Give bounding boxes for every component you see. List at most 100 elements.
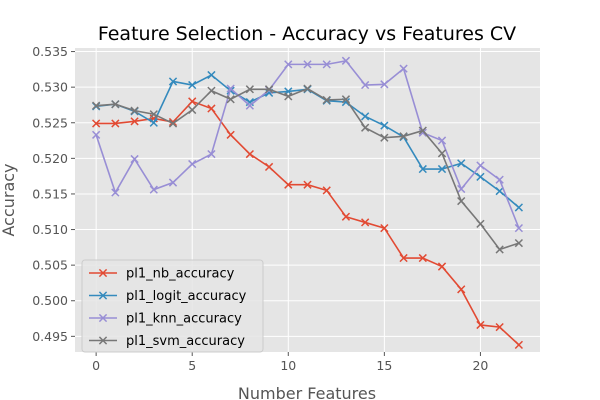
y-tick-label: 0.500 (32, 293, 68, 308)
legend-label-pl1_knn_accuracy: pl1_knn_accuracy (126, 312, 242, 327)
data-point-pl1_nb_accuracy (476, 320, 485, 330)
data-point-pl1_svm_accuracy (188, 105, 197, 115)
legend-label-pl1_svm_accuracy: pl1_svm_accuracy (126, 334, 245, 349)
data-point-pl1_svm_accuracy (284, 92, 293, 101)
data-point-pl1_svm_accuracy (495, 245, 504, 254)
x-axis-ticks: 0 5 10 15 20 (92, 352, 488, 373)
data-point-pl1_knn_accuracy (361, 80, 370, 90)
data-point-pl1_nb_accuracy (226, 130, 235, 139)
data-point-pl1_knn_accuracy (380, 80, 389, 89)
data-point-pl1_nb_accuracy (418, 253, 427, 263)
y-tick-label: 0.495 (32, 329, 68, 344)
data-point-pl1_nb_accuracy (495, 322, 504, 332)
data-point-pl1_knn_accuracy (418, 128, 427, 137)
data-point-pl1_svm_accuracy (457, 196, 466, 206)
data-point-pl1_nb_accuracy (303, 180, 312, 189)
data-point-pl1_svm_accuracy (399, 132, 408, 141)
legend-marker-pl1_nb_accuracy (98, 268, 108, 278)
data-point-pl1_knn_accuracy (207, 149, 216, 159)
y-tick-label: 0.520 (32, 151, 68, 166)
x-tick-label: 0 (92, 358, 100, 373)
data-point-pl1_knn_accuracy (322, 60, 331, 69)
data-point-pl1_svm_accuracy (341, 95, 351, 104)
data-point-pl1_nb_accuracy (245, 149, 254, 159)
legend-label-pl1_nb_accuracy: pl1_nb_accuracy (126, 267, 235, 282)
data-point-pl1_svm_accuracy (380, 133, 389, 142)
legend-marker-pl1_logit_accuracy (98, 291, 108, 300)
data-point-pl1_nb_accuracy (168, 117, 178, 127)
data-point-pl1_knn_accuracy (341, 56, 351, 65)
legend: pl1_nb_accuracy pl1_logit_accuracy pl1_knn… (81, 259, 264, 353)
x-tick-label: 15 (376, 358, 392, 373)
data-point-pl1_knn_accuracy (514, 223, 523, 233)
data-point-pl1_knn_accuracy (245, 101, 254, 110)
series-lines (92, 56, 523, 350)
data-point-pl1_logit_accuracy (476, 172, 485, 181)
data-point-pl1_logit_accuracy (168, 77, 178, 86)
data-point-pl1_svm_accuracy (245, 85, 254, 94)
data-point-pl1_nb_accuracy (111, 119, 120, 128)
data-point-pl1_svm_accuracy (207, 86, 216, 95)
data-point-pl1_knn_accuracy (437, 136, 447, 145)
x-tick-label: 5 (188, 358, 196, 373)
data-point-pl1_nb_accuracy (284, 180, 293, 189)
y-axis-ticks: 0.495 0.500 0.505 0.510 0.515 0.520 0.525 0.530… (32, 44, 75, 344)
y-tick-label: 0.535 (32, 44, 68, 59)
y-tick-label: 0.505 (32, 258, 68, 273)
data-point-pl1_knn_accuracy (111, 188, 120, 197)
x-tick-label: 20 (472, 358, 488, 373)
data-point-pl1_knn_accuracy (188, 159, 197, 169)
data-point-pl1_svm_accuracy (361, 123, 370, 132)
data-point-pl1_svm_accuracy (92, 101, 101, 110)
y-tick-label: 0.510 (32, 222, 68, 237)
y-tick-label: 0.515 (32, 186, 68, 201)
data-point-pl1_knn_accuracy (168, 178, 178, 187)
data-point-pl1_nb_accuracy (514, 340, 523, 350)
y-tick-label: 0.530 (32, 80, 68, 95)
data-point-pl1_nb_accuracy (264, 162, 274, 172)
data-point-pl1_nb_accuracy (341, 212, 351, 221)
data-point-pl1_svm_accuracy (322, 95, 331, 105)
data-point-pl1_svm_accuracy (168, 119, 178, 128)
data-point-pl1_knn_accuracy (149, 185, 158, 194)
data-point-pl1_nb_accuracy (188, 97, 197, 106)
y-axis-label: Accuracy (0, 163, 18, 236)
data-point-pl1_knn_accuracy (476, 161, 485, 170)
data-point-pl1_knn_accuracy (495, 175, 504, 184)
data-point-pl1_svm_accuracy (130, 106, 139, 115)
data-point-pl1_nb_accuracy (322, 186, 331, 195)
data-point-pl1_svm_accuracy (303, 84, 312, 93)
data-point-pl1_svm_accuracy (111, 100, 120, 109)
data-point-pl1_logit_accuracy (380, 121, 389, 130)
data-point-pl1_svm_accuracy (264, 85, 274, 94)
data-point-pl1_logit_accuracy (149, 118, 158, 127)
data-point-pl1_svm_accuracy (514, 238, 523, 248)
data-point-pl1_knn_accuracy (457, 184, 466, 194)
data-point-pl1_nb_accuracy (380, 223, 389, 233)
data-point-pl1_nb_accuracy (457, 285, 466, 294)
y-tick-label: 0.525 (32, 115, 68, 130)
data-point-pl1_logit_accuracy (495, 186, 504, 196)
data-point-pl1_logit_accuracy (457, 159, 466, 168)
data-point-pl1_svm_accuracy (437, 149, 447, 158)
data-point-pl1_svm_accuracy (149, 110, 158, 119)
data-point-pl1_nb_accuracy (437, 262, 447, 271)
data-point-pl1_knn_accuracy (303, 60, 312, 69)
data-point-pl1_svm_accuracy (476, 219, 485, 228)
data-point-pl1_logit_accuracy (188, 80, 197, 90)
x-tick-label: 10 (280, 358, 296, 373)
legend-label-pl1_logit_accuracy: pl1_logit_accuracy (126, 289, 247, 304)
legend-box (81, 259, 264, 353)
data-point-pl1_logit_accuracy (514, 203, 523, 212)
data-point-pl1_logit_accuracy (437, 164, 447, 174)
data-point-pl1_knn_accuracy (399, 64, 408, 73)
data-point-pl1_svm_accuracy (226, 95, 235, 104)
data-point-pl1_knn_accuracy (284, 60, 293, 69)
data-point-pl1_nb_accuracy (130, 117, 139, 126)
chart-title: Feature Selection - Accuracy vs Features… (98, 23, 516, 45)
data-point-pl1_knn_accuracy (226, 84, 235, 93)
data-point-pl1_nb_accuracy (361, 218, 370, 227)
legend-marker-pl1_svm_accuracy (98, 336, 108, 345)
data-point-pl1_nb_accuracy (207, 104, 216, 113)
